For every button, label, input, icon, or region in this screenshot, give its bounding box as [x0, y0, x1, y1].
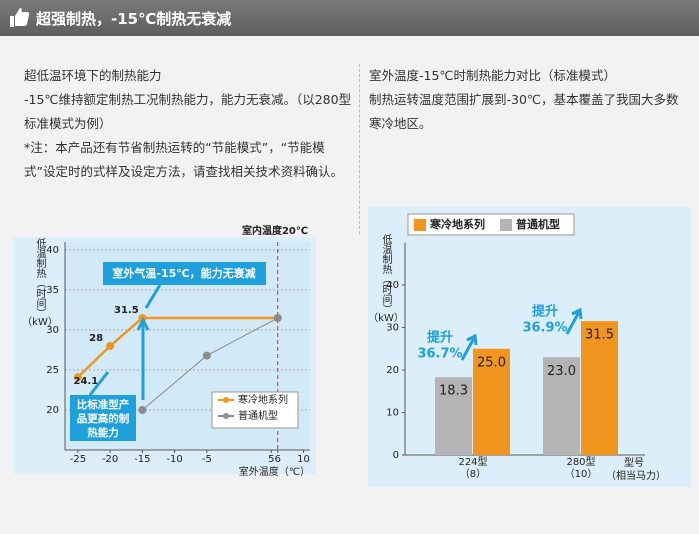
x-tick-label: 5 [268, 454, 274, 465]
annotation: 品更高的制 [77, 412, 130, 425]
x-tick-label: -5 [202, 454, 212, 465]
series-line [77, 316, 278, 379]
y-axis-unit: （kW） [22, 316, 58, 328]
arrow [460, 333, 478, 361]
y-tick-label: 10 [386, 408, 399, 419]
x-tick-label: 280型 [566, 455, 595, 468]
x-tick-label: -25 [70, 454, 86, 465]
data-label: 23.0 [547, 364, 576, 379]
legend-label: 寒冷地系列 [429, 217, 485, 231]
right-text: 室外温度-15℃时制热能力对比（标准模式） 制热运转温度范围扩展到-30℃，基本… [369, 64, 679, 136]
annotation: 热能力 [87, 426, 119, 439]
y-tick-label: 20 [46, 405, 59, 416]
heading: 室外温度-15℃时制热能力对比（标准模式） [369, 68, 616, 83]
y-axis-title: 低温制热（时间） [34, 237, 46, 318]
annotation: 提升 [427, 330, 453, 346]
y-tick-label: 20 [386, 365, 399, 376]
x-axis-title: 室外温度（℃） [239, 465, 310, 478]
legend-label: 普通机型 [238, 409, 278, 422]
point [106, 342, 115, 350]
x-tick-label: 6 [275, 454, 281, 465]
annotation-box [70, 395, 136, 441]
bar [435, 377, 472, 455]
y-tick-label: 35 [46, 285, 59, 296]
header-bar: 超强制热，-15℃制热无衰减 [0, 0, 699, 36]
bar [473, 348, 510, 455]
legend-dot [223, 413, 229, 419]
data-label: 25.0 [477, 355, 506, 370]
divider [359, 64, 360, 234]
annotation-box [103, 262, 266, 285]
y-tick-label: 40 [386, 280, 399, 291]
paragraph: -15℃维持额定制热工况制热能力，能力无衰减。（以280型标准模式为例） [24, 92, 352, 131]
data-label: 31.5 [585, 328, 614, 343]
data-label: 18.3 [439, 384, 468, 399]
data-label: 24.1 [74, 376, 99, 387]
bar [543, 357, 580, 455]
bar [581, 321, 618, 455]
point [73, 373, 82, 382]
legend-swatch [500, 219, 512, 231]
y-tick-label: 40 [46, 245, 59, 256]
x-tick-label: 224型 [458, 455, 487, 468]
legend-dot [223, 397, 229, 403]
y-tick-label: 25 [46, 365, 59, 376]
paragraph: 制热运转温度范围扩展到-30℃，基本覆盖了我国大多数寒冷地区。 [369, 92, 679, 131]
legend-swatch [414, 219, 426, 231]
x-axis-unit: （相当马力） [606, 469, 666, 482]
arrow [144, 284, 162, 309]
legend-label: 寒冷地系列 [238, 393, 288, 406]
annotation: 36.7% [417, 347, 462, 362]
y-tick-label: 0 [393, 450, 399, 461]
point [138, 406, 147, 414]
point [202, 351, 211, 360]
arrow [565, 307, 583, 335]
left-text: 超低温环境下的制热能力 -15℃维持额定制热工况制热能力，能力无衰减。（以280… [24, 64, 354, 184]
x-tick-sublabel: （10） [565, 468, 598, 480]
annotation: 比标准型产 [77, 398, 130, 411]
y-axis-title: 低温制热（时间） [380, 233, 392, 314]
x-tick-sublabel: （8） [460, 468, 486, 480]
x-axis-title: 型号 [624, 456, 644, 469]
y-axis-unit: （kW） [368, 312, 404, 324]
heading: 超低温环境下的制热能力 [24, 68, 162, 83]
data-label: 31.5 [114, 305, 139, 316]
point [273, 314, 282, 322]
annotation: 提升 [532, 304, 558, 320]
data-label: 28 [89, 333, 103, 344]
reference-label: 室内温度20℃ [242, 224, 308, 237]
y-tick-label: 30 [386, 323, 399, 334]
legend-box [407, 213, 575, 236]
y-tick-label: 30 [46, 325, 59, 336]
arrow [136, 316, 150, 400]
annotation: 室外气温-15℃，能力无衰减 [112, 266, 255, 280]
chart-bg [368, 207, 691, 487]
annotation: 36.9% [522, 321, 567, 336]
x-tick-label: -20 [102, 454, 118, 465]
thumb-icon [10, 8, 30, 27]
x-tick-label: -10 [166, 454, 182, 465]
legend-label: 普通机型 [516, 217, 560, 231]
arrow [88, 371, 110, 396]
x-tick-label: -15 [134, 454, 150, 465]
header-title: 超强制热，-15℃制热无衰减 [36, 10, 232, 28]
paragraph: *注：本产品还有节省制热运转的“节能模式”，“节能模式”设定时的式样及设定方法，… [24, 140, 343, 179]
x-tick-label: 10 [297, 454, 310, 465]
